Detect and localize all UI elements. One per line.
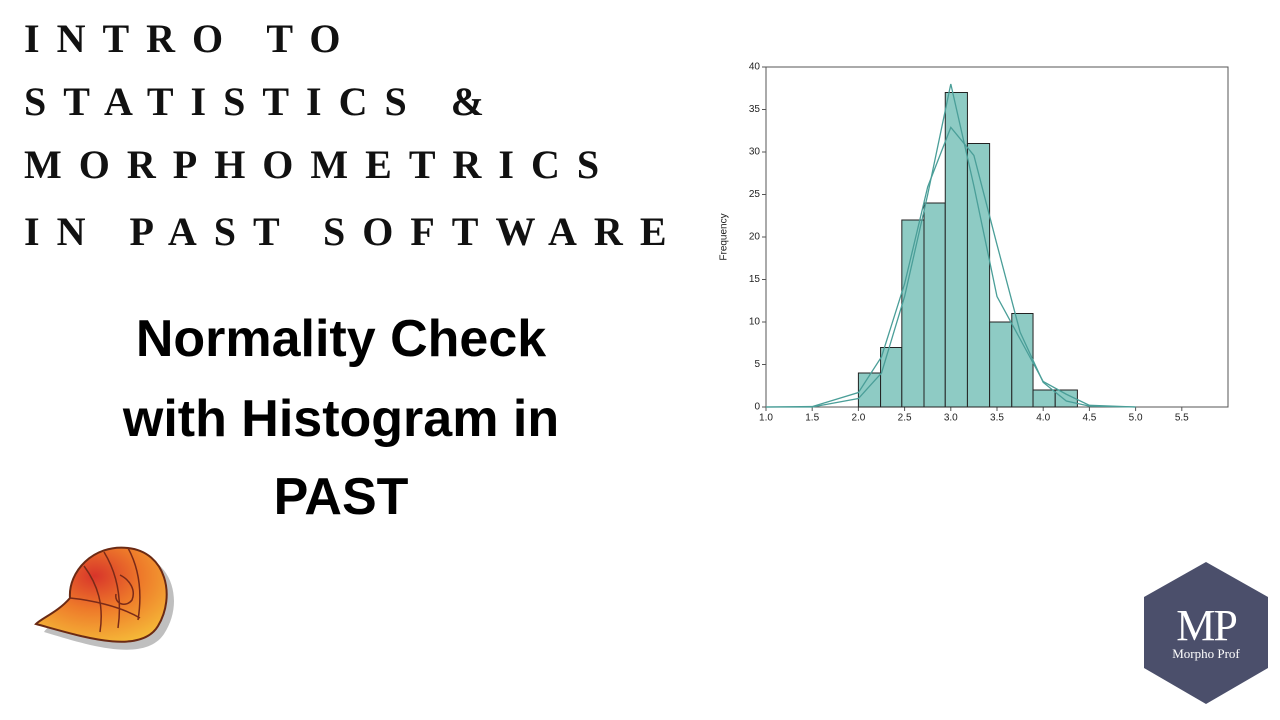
title-line: Normality Check — [136, 310, 546, 368]
bar — [880, 347, 903, 408]
bar — [1032, 389, 1056, 408]
x-tick-label: 5.5 — [1175, 413, 1189, 424]
bar — [923, 202, 946, 408]
y-tick-label: 5 — [754, 359, 760, 370]
x-tick-label: 4.0 — [1036, 413, 1050, 424]
x-tick-label: 3.0 — [944, 413, 958, 424]
heading-line: IN PAST SOFTWARE — [24, 209, 684, 254]
y-tick-label: 20 — [749, 232, 761, 243]
shell-icon — [34, 546, 174, 650]
x-tick-label: 2.0 — [851, 413, 865, 424]
y-tick-label: 40 — [749, 62, 761, 73]
heading-line: STATISTICS & — [24, 79, 501, 124]
y-tick-label: 10 — [749, 317, 761, 328]
heading-line: MORPHOMETRICS — [24, 142, 616, 187]
x-tick-label: 3.5 — [990, 413, 1004, 424]
title-line: PAST — [274, 468, 409, 526]
histogram-chart: 0 5 10 15 20 25 30 35 40 1.0 1.5 2.0 2.5 3.0 3.5 4.0 4.5… — [719, 62, 1229, 424]
x-tick-label: 5.0 — [1129, 413, 1143, 424]
logo: MP Morpho Prof — [1144, 562, 1268, 704]
bar — [1011, 313, 1034, 408]
x-tick-label: 4.5 — [1082, 413, 1096, 424]
logo-name: Morpho Prof — [1172, 646, 1240, 661]
y-tick-label: 0 — [754, 402, 760, 413]
y-tick-label: 30 — [749, 147, 761, 158]
fit-curve — [765, 126, 1136, 408]
y-axis-label: Frequency — [719, 213, 730, 260]
y-tick-label: 25 — [749, 189, 761, 200]
fit-curve — [766, 83, 1136, 408]
y-tick-label: 15 — [749, 274, 761, 285]
title-line: with Histogram in — [122, 390, 559, 448]
bar — [944, 92, 968, 408]
bar — [989, 321, 1013, 408]
heading-line: INTRO TO — [24, 16, 357, 61]
logo-initials: MP — [1176, 601, 1236, 650]
y-tick-label: 35 — [749, 104, 761, 115]
x-tick-label: 1.0 — [759, 413, 773, 424]
x-tick-label: 2.5 — [898, 413, 912, 424]
x-tick-label: 1.5 — [805, 413, 819, 424]
bar — [966, 143, 991, 408]
